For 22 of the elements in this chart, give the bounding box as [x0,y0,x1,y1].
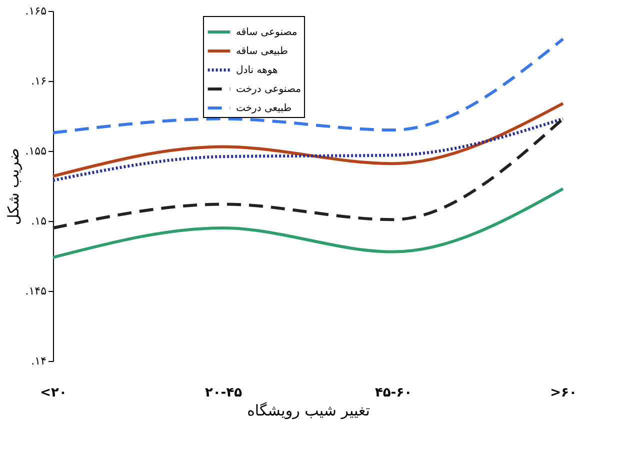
x-tick-label: ۲۰-۴۵ [204,386,242,400]
line-series [52,117,564,182]
y-tick-label: .۱۵۵ [25,144,47,158]
x-tick-label: <۲۰ [40,386,67,400]
y-tick-label: .۱۵ [31,214,47,228]
legend-label: مصنوعی درخت [236,84,301,95]
legend-label: طبیعی درخت [236,103,292,114]
y-tick-label: .۱۶۵ [25,4,47,18]
legend-label: مصنوعی ساقه [236,27,298,38]
line-series [52,38,564,134]
x-tick-label: ۴۵-۶۰ [374,386,412,400]
x-axis-title: تغییر شیب رویشگاه [247,402,370,420]
line-series [52,117,564,230]
y-tick-label: .۱۶ [31,74,46,88]
legend-label: طبیعی ساقه [236,46,288,57]
y-tick-label: .۱۴ [31,354,47,368]
line-series [52,102,564,178]
y-axis-title: ضریب شکل [4,148,22,225]
line-series [52,187,564,259]
x-tick-label: >۶۰ [550,386,577,400]
y-tick-label: .۱۴۵ [25,284,47,298]
legend-label: هوهه نادل [236,65,278,76]
